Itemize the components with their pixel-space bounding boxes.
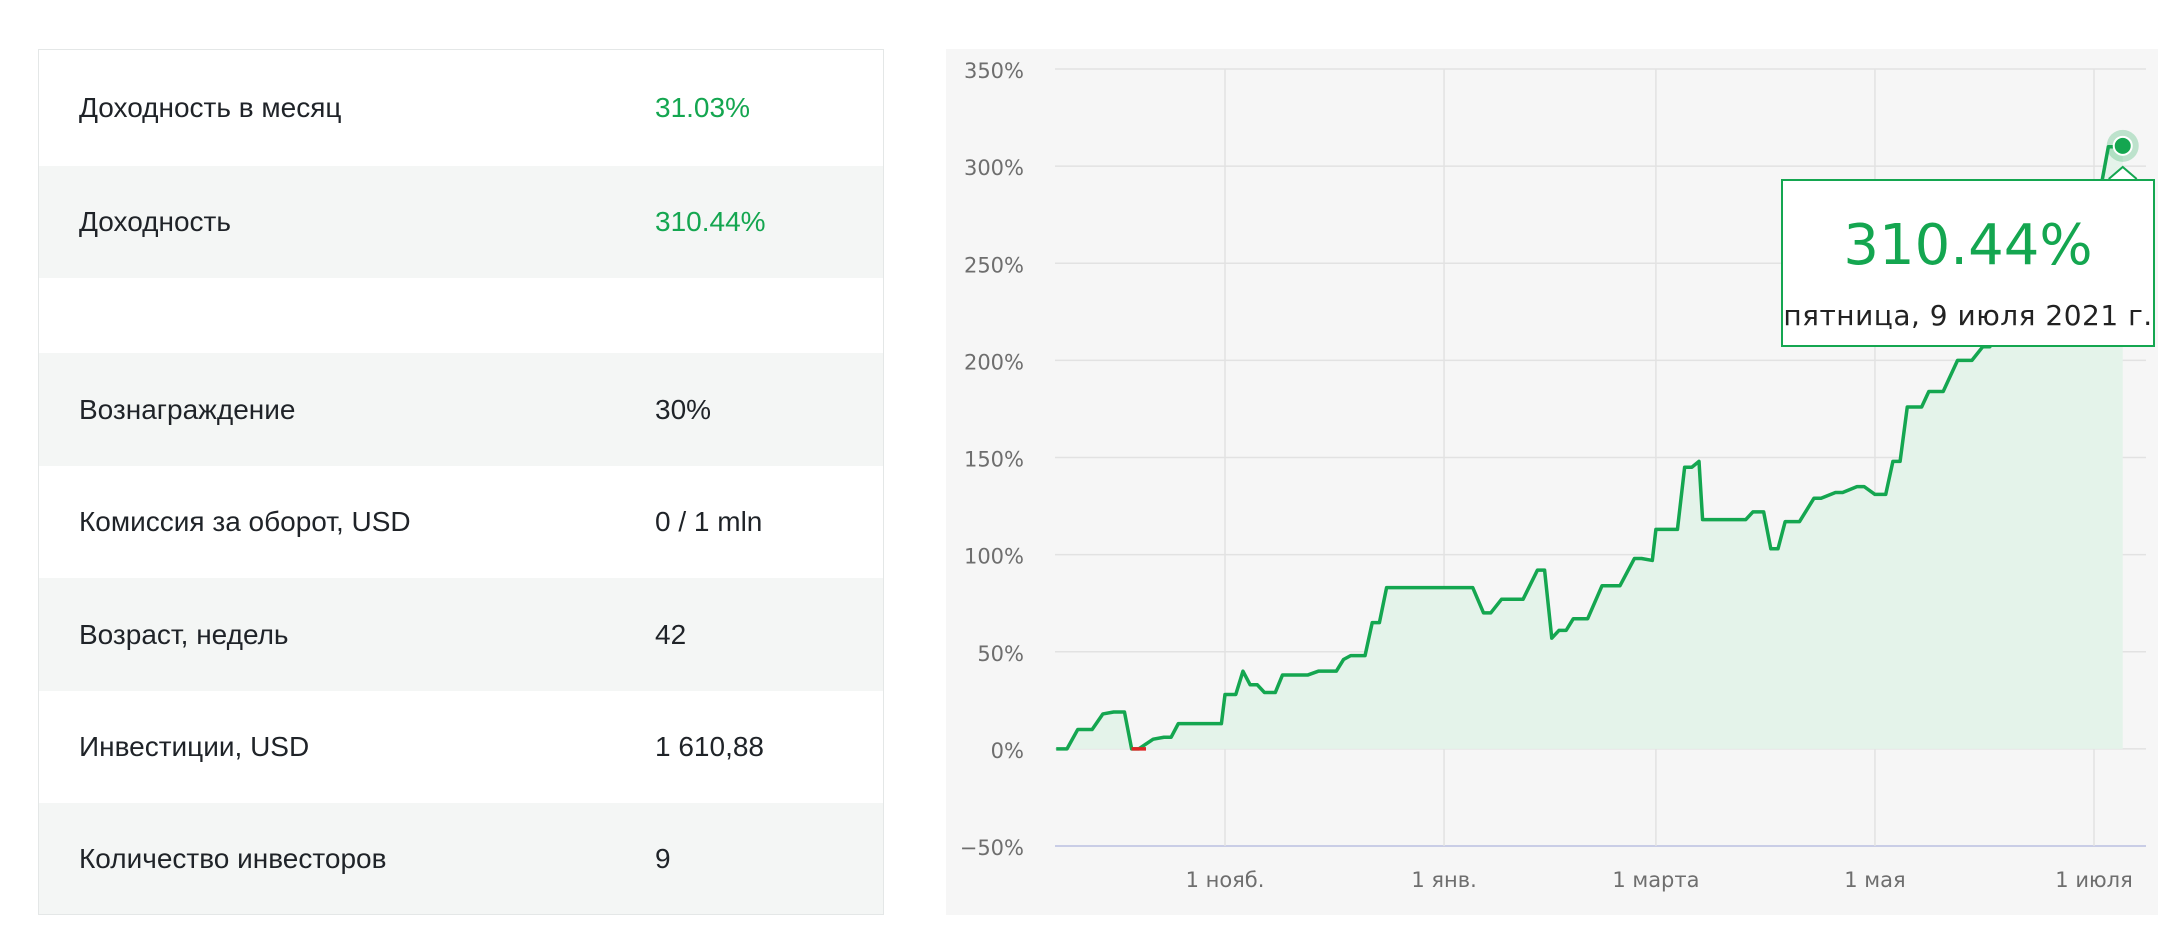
stats-row-commission: Комиссия за оборот, USD 0 / 1 mln <box>39 466 883 578</box>
stats-row-investments: Инвестиции, USD 1 610,88 <box>39 691 883 803</box>
yield-chart-svg[interactable]: −50% 0% 50% 100% 150% 200% 250% 300% 350% 1 нояб.… <box>946 49 2158 915</box>
stats-row-reward: Вознаграждение 30% <box>39 353 883 466</box>
x-tick-label: 1 июля <box>2055 868 2132 892</box>
tooltip-date: пятница, 9 июля 2021 г. <box>1783 299 2153 332</box>
y-tick-label: 50% <box>977 642 1024 666</box>
x-tick-label: 1 марта <box>1612 868 1699 892</box>
stats-row-age: Возраст, недель 42 <box>39 578 883 691</box>
y-tick-label: 150% <box>964 448 1024 472</box>
y-tick-label: 350% <box>964 59 1024 83</box>
y-tick-label: −50% <box>960 836 1024 860</box>
stats-row-spacer <box>39 278 883 353</box>
stats-label: Возраст, недель <box>79 618 289 650</box>
x-tick-label: 1 янв. <box>1411 868 1476 892</box>
stats-label: Количество инвесторов <box>79 842 387 874</box>
stats-value: 310.44% <box>655 206 766 237</box>
stats-label: Доходность <box>79 206 231 237</box>
y-tick-label: 0% <box>991 739 1024 763</box>
stats-label: Комиссия за оборот, USD <box>79 506 411 537</box>
tooltip-pointer <box>2108 165 2138 180</box>
yield-line <box>1056 144 2123 751</box>
stats-row-investors: Количество инвесторов 9 <box>39 803 883 914</box>
tooltip-value: 310.44% <box>1843 213 2093 278</box>
stats-value: 9 <box>655 842 671 874</box>
stats-value: 1 610,88 <box>655 731 764 762</box>
x-tick-label: 1 нояб. <box>1186 868 1265 892</box>
stats-value: 30% <box>655 393 712 425</box>
stats-label: Инвестиции, USD <box>79 731 310 762</box>
stats-value: 0 / 1 mln <box>655 506 763 537</box>
y-tick-label: 100% <box>964 545 1024 569</box>
highlight-point <box>2112 135 2133 156</box>
x-tick-label: 1 мая <box>1844 868 1905 892</box>
stats-label: Доходность в месяц <box>79 92 342 123</box>
stats-value: 42 <box>655 618 687 650</box>
stats-row-monthly-yield: Доходность в месяц 31.03% <box>39 50 883 166</box>
y-tick-label: 200% <box>964 350 1024 374</box>
chart-tooltip: 310.44% пятница, 9 июля 2021 г. <box>1781 179 2155 347</box>
y-tick-label: 250% <box>964 253 1024 277</box>
yield-area <box>1056 145 2123 749</box>
stats-value: 31.03% <box>655 92 750 123</box>
y-tick-label: 300% <box>964 156 1024 180</box>
stats-table: Доходность в месяц 31.03% Доходность 310… <box>38 49 884 915</box>
stats-row-yield: Доходность 310.44% <box>39 166 883 278</box>
stats-label: Вознаграждение <box>79 393 296 425</box>
